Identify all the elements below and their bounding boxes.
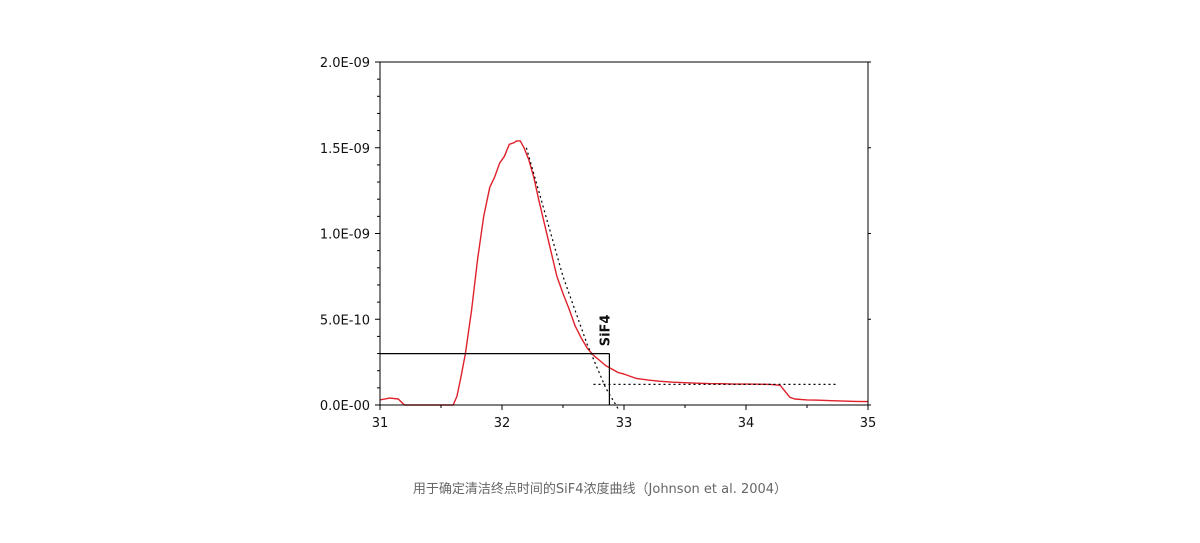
y-tick-label: 1.0E-09	[320, 228, 370, 243]
y-tick-label: 0.0E-00	[320, 399, 370, 414]
figure-caption: 用于确定清洁终点时间的SiF4浓度曲线（Johnson et al. 2004）	[412, 482, 788, 497]
y-tick-label: 2.0E-09	[320, 56, 370, 71]
x-tick-label: 32	[494, 416, 511, 431]
y-tick-label: 1.5E-09	[320, 142, 370, 157]
plot-axes: 31 32 33 34 35 0.0E-00 5.0E-10 1.0E-09 1.5E-09 2.…	[320, 56, 876, 431]
sif4-annotation: SiF4	[598, 315, 613, 347]
series-line-1	[379, 140, 869, 406]
x-tick-label: 34	[738, 416, 755, 431]
series-line-2	[525, 147, 619, 409]
plot-marks: SiF4	[379, 140, 869, 409]
x-tick-label: 35	[860, 416, 877, 431]
x-tick-label: 33	[616, 416, 633, 431]
y-tick-label: 5.0E-10	[320, 313, 370, 328]
sif4-concentration-chart: SiF4 31 32 33 34 35 0.0E-00 5.0E-10 1.0E-09 1.5E…	[320, 56, 876, 431]
x-tick-label: 31	[372, 416, 389, 431]
